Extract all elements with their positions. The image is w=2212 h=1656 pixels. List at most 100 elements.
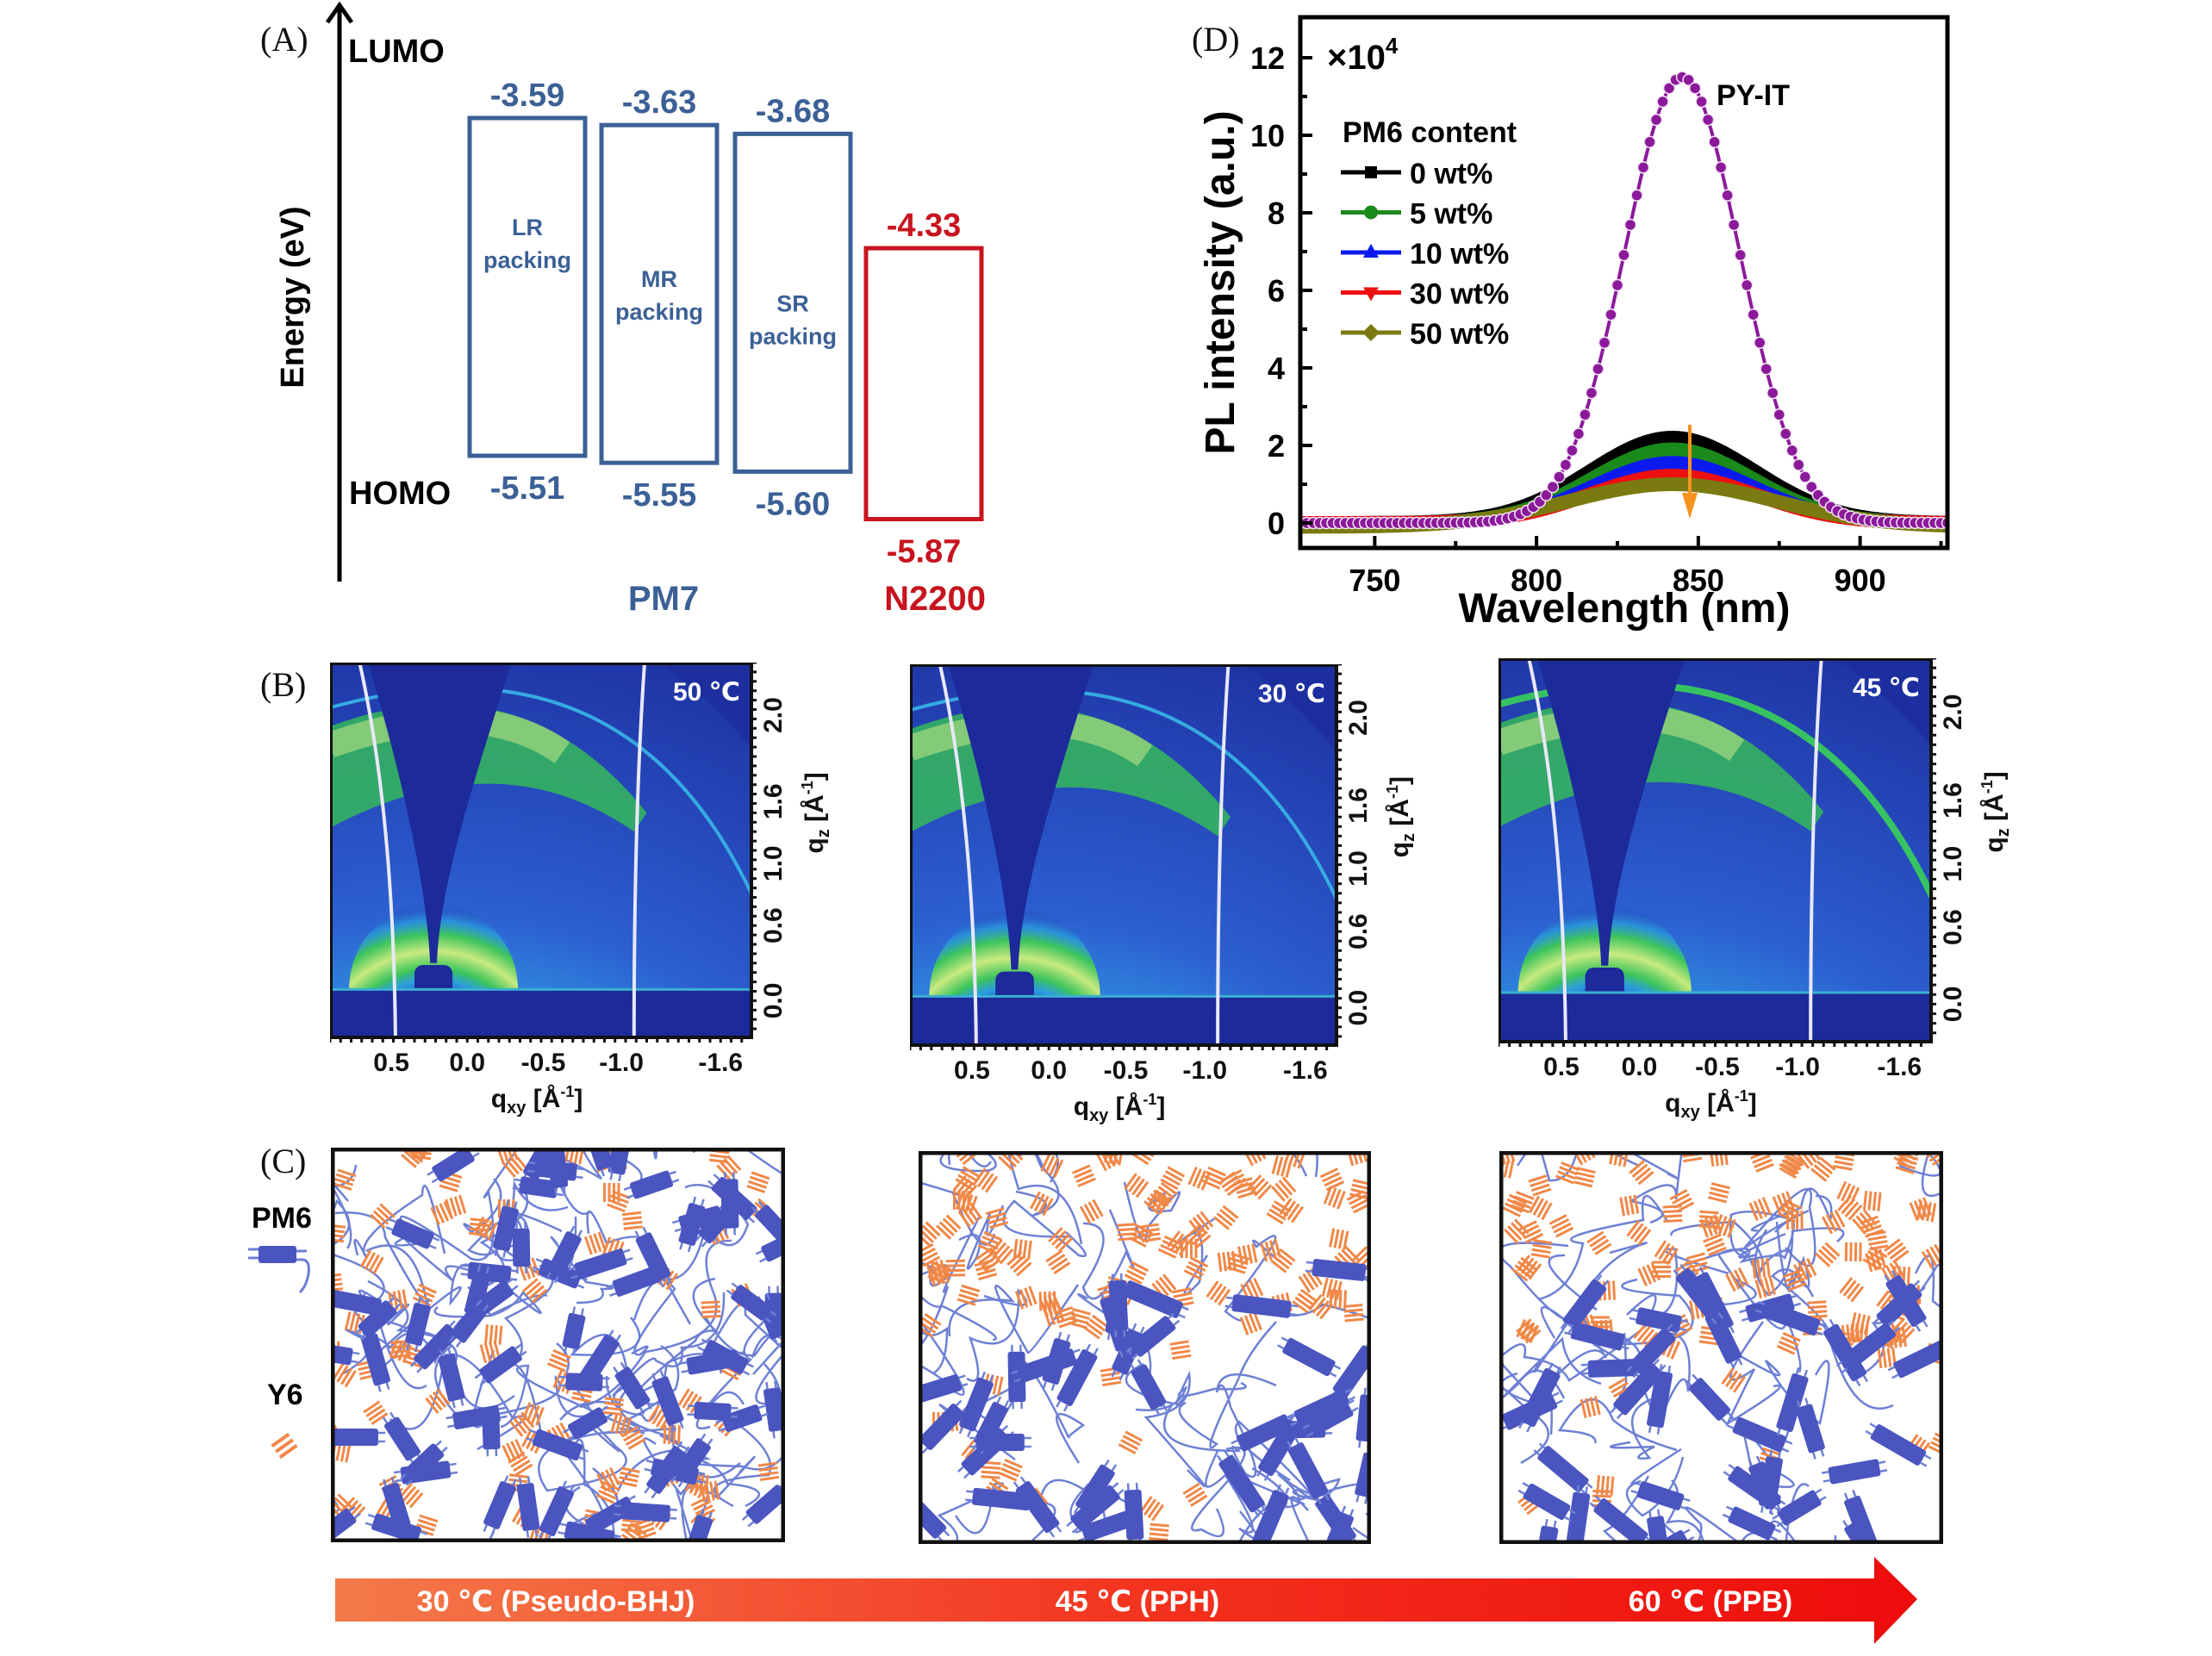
legend-marker-circle-icon (1364, 205, 1378, 220)
qz-axis-label: qz [Å-1] (1978, 771, 2013, 852)
missing-wedge (948, 664, 1094, 970)
qz-tick-label: 0.6 (759, 907, 788, 943)
lumo-label: LUMO (348, 34, 445, 70)
pm6-icon (248, 1246, 310, 1294)
y-tick-label: 6 (1268, 273, 1285, 308)
energy-box-outline (732, 131, 853, 474)
energy-level-box-3: -3.68 -5.60 SR packing (732, 93, 853, 522)
qxy-tick-label: -1.6 (1877, 1053, 1922, 1081)
packing-label-line2: packing (615, 299, 703, 325)
arrow-label-60c: 60 ℃ (PPB) (1629, 1585, 1792, 1618)
packing-label-line1: SR (776, 290, 809, 316)
legend-pm6-label: PM6 (252, 1202, 312, 1235)
qz-axis-label: qz [Å-1] (1384, 776, 1418, 857)
data-point (1785, 444, 1799, 458)
data-point (1649, 113, 1663, 127)
detector-gap-line (1809, 658, 1823, 1043)
legend-marker-square-icon (1365, 166, 1377, 178)
qz-tick-label: 0.0 (1344, 990, 1373, 1026)
annotation-py-it: PY-IT (1717, 79, 1790, 112)
data-point (1585, 386, 1598, 400)
legend-label: 5 wt% (1410, 198, 1492, 231)
data-point (1766, 386, 1779, 400)
data-point (1773, 408, 1785, 421)
energy-level-diagram: Energy (eV) LUMO HOMO -3.59 -5.51 LR packin… (275, 1, 986, 618)
energy-box-outline (863, 246, 984, 521)
packing-label-line1: LR (512, 215, 543, 240)
packing-label-line2: packing (749, 323, 837, 349)
qxy-tick-label: -1.0 (599, 1049, 644, 1077)
schematic-frame (1499, 1151, 1943, 1544)
lumo-value: -3.63 (622, 84, 697, 121)
energy-box-outline (599, 122, 720, 465)
x-tick-label: 850 (1673, 563, 1724, 598)
qz-tick-label: 1.6 (1344, 788, 1373, 824)
data-point (1740, 278, 1754, 292)
qxy-tick-label: 0.5 (954, 1056, 990, 1085)
data-point (1688, 82, 1702, 95)
giwaxs-map-3: 45 ℃ 0.5 0.0 -0.5 -1.0 -1.6 0.0 0.6 1.0 1.6 2.0 qxy… (1499, 658, 2013, 1122)
morphology-schematic-1 (331, 1148, 785, 1542)
y-tick-label: 10 (1250, 118, 1285, 153)
data-point (1630, 189, 1643, 202)
schematic-frame (331, 1148, 785, 1542)
legend-y6-label: Y6 (267, 1379, 303, 1411)
data-point (1682, 73, 1695, 86)
data-point (1611, 278, 1624, 292)
qxy-axis-label: qxy [Å-1] (1074, 1091, 1166, 1125)
legend-marker-triangle-up-icon (1363, 244, 1379, 258)
qxy-tick-label: -1.6 (698, 1049, 743, 1077)
map-frame (910, 664, 1338, 1047)
lumo-value: -4.33 (887, 208, 962, 244)
qxy-tick-label: 0.0 (449, 1049, 485, 1077)
data-point (1623, 218, 1637, 232)
legend-entry: 10 wt% (1341, 238, 1509, 271)
schematic-frame (919, 1151, 1371, 1544)
qz-tick-label: 1.0 (759, 845, 788, 881)
panel-label-a: (A) (260, 20, 308, 59)
data-point (1805, 480, 1818, 494)
panel-label-c: (C) (260, 1142, 307, 1180)
temperature-label: 50 ℃ (673, 678, 740, 707)
data-point (1656, 95, 1669, 109)
map-frame (330, 663, 753, 1039)
qxy-axis-label: qxy [Å-1] (491, 1083, 583, 1117)
qxy-tick-label: -0.5 (1104, 1056, 1149, 1085)
legend-entry: 30 wt% (1341, 278, 1509, 311)
legend-label: 50 wt% (1410, 318, 1509, 351)
data-point (1592, 362, 1604, 376)
series-py-it (1300, 71, 1947, 530)
y-multiplier: ×104 (1327, 33, 1399, 77)
data-point (1753, 336, 1766, 349)
qz-tick-label: 2.0 (759, 697, 788, 733)
data-point (1695, 95, 1708, 109)
temperature-label: 45 ℃ (1853, 674, 1920, 702)
decrease-arrow (1682, 425, 1698, 519)
pl-spectrum-chart: 750 800 850 900 0 2 4 6 8 10 12 ×104 PL intensity … (1198, 15, 1950, 632)
data-point (1760, 362, 1773, 376)
data-point (1714, 161, 1728, 174)
data-point (1598, 336, 1611, 349)
qxy-tick-label: -1.0 (1182, 1056, 1227, 1085)
legend-title: PM6 content (1343, 116, 1517, 149)
packing-label-line2: packing (483, 247, 571, 273)
y-tick-label: 0 (1268, 506, 1285, 541)
qz-tick-label: 1.0 (1344, 850, 1373, 887)
qxy-tick-label: 0.0 (1031, 1056, 1067, 1085)
legend-label: 10 wt% (1410, 238, 1509, 271)
giwaxs-map-2: 30 ℃ 0.5 0.0 -0.5 -1.0 -1.6 0.0 0.6 1.0 1.6 2.0 qxy… (910, 664, 1418, 1125)
panel-label-d: (D) (1192, 20, 1240, 59)
data-point (1572, 427, 1586, 440)
data-point (1798, 470, 1812, 483)
arrow-label-30c: 30 ℃ (Pseudo-BHJ) (417, 1585, 695, 1618)
legend: 0 wt% 5 wt% 10 wt% 30 wt% 50 wt% (1341, 158, 1509, 351)
legend-label: 0 wt% (1410, 158, 1492, 190)
qxy-tick-label: 0.0 (1622, 1053, 1658, 1081)
lumo-value: -3.59 (490, 78, 565, 114)
legend-entry: 5 wt% (1341, 198, 1492, 231)
qxy-tick-label: -0.5 (1695, 1053, 1740, 1081)
morphology-schematic-3 (1499, 1151, 1943, 1544)
detector-gap-line (938, 664, 978, 1046)
x-tick-label: 800 (1511, 563, 1562, 598)
qxy-tick-label: -1.6 (1283, 1056, 1328, 1085)
